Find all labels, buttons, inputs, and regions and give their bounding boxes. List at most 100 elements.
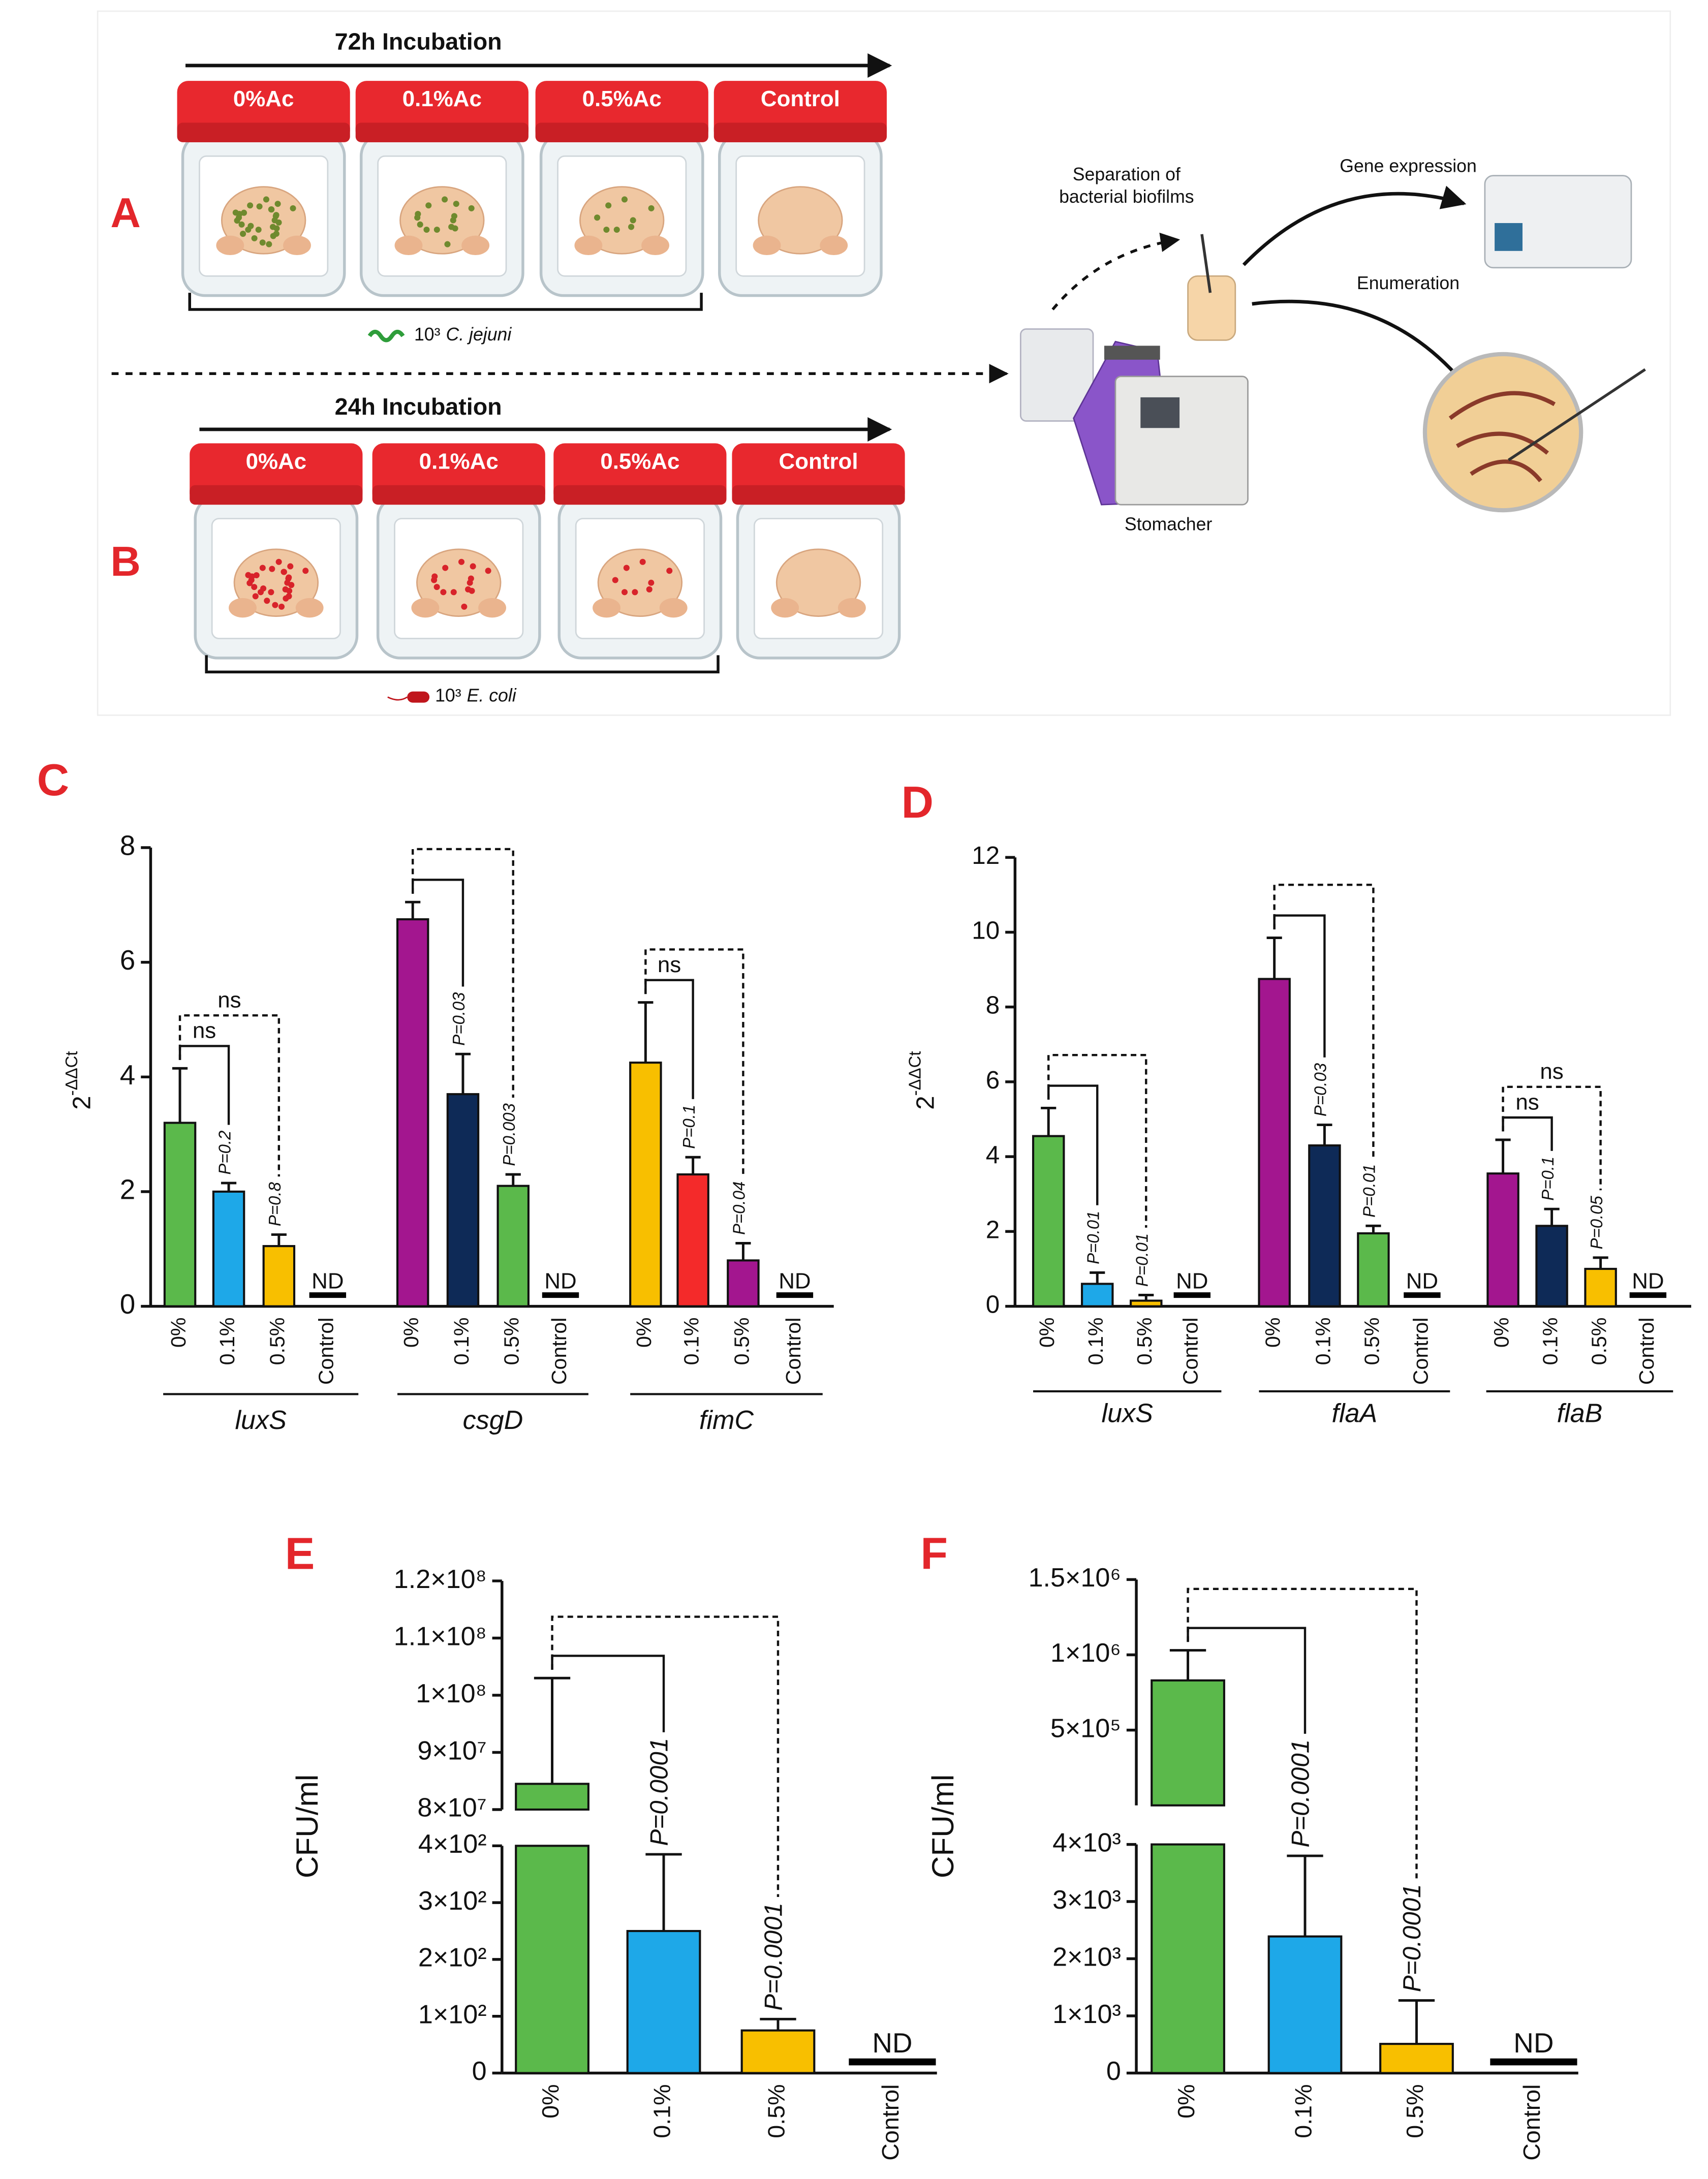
y-tick-label: 2×10³ (1052, 1942, 1121, 1972)
x-tick-label: 0.1% (680, 1318, 703, 1365)
y-tick-label: 4 (986, 1141, 1000, 1169)
x-tick-label: Control (877, 2084, 904, 2160)
group-name: csgD (463, 1406, 523, 1435)
inoculum-label: 10³ C. jejuni (414, 325, 512, 345)
x-tick-label: 0.5% (1133, 1318, 1156, 1365)
bar (1032, 1135, 1065, 1308)
inoculum-bracket (188, 293, 703, 311)
bar (1151, 1679, 1225, 1807)
y-tick-label: 3×10² (418, 1886, 487, 1916)
bar (1535, 1225, 1568, 1308)
bar (496, 1185, 530, 1308)
significance-bracket (412, 848, 514, 1098)
bacteria-spot (603, 226, 610, 233)
x-tick-label: 0.1% (648, 2084, 675, 2138)
nd-label: ND (872, 2027, 912, 2059)
bacteria-spot (247, 202, 254, 209)
stomacher-screen (1140, 397, 1180, 428)
jar: 0%Ac (190, 443, 363, 660)
bacteria-spot (440, 589, 447, 596)
significance-bracket (178, 1045, 230, 1125)
bacteria-spot (268, 206, 274, 213)
y-tick-label: 12 (972, 842, 1000, 869)
p-value-label: P=0.2 (215, 1131, 234, 1175)
bacteria-spot (444, 241, 451, 247)
bar (1258, 978, 1291, 1308)
bacteria-spot (433, 584, 440, 590)
y-axis-label: 2-ΔΔCt (62, 1051, 96, 1110)
inoculum-bracket (205, 655, 720, 674)
p-value-label: P=0.03 (1311, 1063, 1330, 1116)
bar (1267, 1935, 1343, 2074)
y-tick-label: 10 (972, 916, 1000, 944)
bar (163, 1122, 197, 1308)
bacteria-spot (290, 205, 296, 211)
bacteria-spot (622, 589, 628, 596)
x-tick-label: Control (782, 1318, 805, 1385)
jar-lid-label: 0.5%Ac (600, 449, 679, 474)
bacteria-spot (628, 224, 635, 230)
bar (1080, 1283, 1114, 1308)
x-tick-label: 0.1% (1311, 1318, 1334, 1365)
bacterial-streak (1448, 391, 1556, 483)
stomacher-machine (1114, 376, 1249, 506)
y-tick-label: 1.5×10⁶ (1029, 1563, 1121, 1593)
sample-bag (1019, 328, 1094, 422)
p-value-label: P=0.0001 (760, 1903, 788, 2011)
nd-label: ND (1176, 1269, 1208, 1294)
x-tick-label: 0% (399, 1318, 423, 1348)
x-tick-label: Control (1179, 1318, 1202, 1385)
chicken-leg (641, 235, 669, 256)
bar (1130, 1299, 1163, 1308)
jar-lid-rim (177, 122, 350, 142)
bar (740, 2029, 816, 2074)
panel-letter: B (110, 538, 140, 585)
nd-label: ND (1632, 1269, 1664, 1294)
bar (727, 1259, 760, 1308)
significance-bracket (1187, 1627, 1307, 1734)
significance-bracket (1187, 1587, 1418, 1879)
bacteria-spot (468, 205, 475, 211)
y-tick-label: 2×10² (418, 1943, 487, 1973)
bar (676, 1173, 709, 1308)
x-tick-label: 0.5% (763, 2084, 789, 2138)
bacteria-spot (268, 589, 274, 596)
bracket-label: ns (1540, 1059, 1563, 1084)
bacteria-spot (485, 568, 491, 574)
bacteria-spot (240, 231, 246, 237)
bacteria-spot (415, 211, 421, 217)
chicken-leg (229, 598, 257, 618)
significance-bracket (178, 1014, 281, 1177)
jar: 0.5%Ac (535, 81, 708, 297)
process-label: Enumeration (1357, 273, 1459, 293)
bacteria-spot (431, 573, 438, 580)
bacteria-spot (251, 584, 258, 590)
chicken (221, 186, 306, 255)
x-tick-label: 0.1% (1290, 2084, 1316, 2138)
bar (629, 1062, 662, 1308)
flow-arrow (1051, 232, 1181, 310)
bacteria-spot (274, 201, 281, 207)
jar-lid-rim (355, 122, 529, 142)
bacteria-spot (275, 558, 282, 565)
x-tick-label: 0.1% (215, 1318, 239, 1365)
jar: 0.5%Ac (553, 443, 727, 660)
vial (1187, 275, 1236, 341)
significance-bracket (1047, 1053, 1147, 1228)
inoculum-label: 10³ E. coli (435, 686, 517, 706)
chicken-leg (394, 235, 423, 256)
jar-lid-rim (732, 485, 905, 505)
y-axis-label: CFU/ml (290, 1775, 324, 1878)
bacteria-spot (266, 241, 272, 247)
chicken (416, 548, 502, 617)
x-tick-label: 0% (632, 1318, 656, 1348)
bacteria-spot (275, 219, 282, 226)
x-tick-label: 0.1% (450, 1318, 473, 1365)
nd-label: ND (312, 1269, 344, 1294)
x-tick-label: 0% (1035, 1318, 1059, 1348)
p-value-label: P=0.0001 (645, 1738, 673, 1846)
y-tick-label: 0 (472, 2057, 487, 2086)
inoculum-organism: C. jejuni (446, 325, 512, 345)
y-tick-label: 1×10³ (1052, 2000, 1121, 2029)
bacteria-spot (278, 603, 285, 610)
